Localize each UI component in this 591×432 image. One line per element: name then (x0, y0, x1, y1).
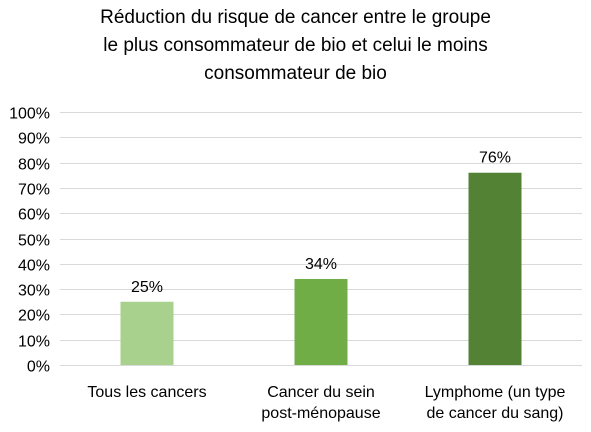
y-tick-label: 80% (18, 157, 50, 174)
chart-title: Réduction du risque de cancer entre le g… (0, 4, 591, 88)
chart-title-line-2: le plus consommateur de bio et celui le … (103, 35, 488, 56)
y-tick-label: 30% (18, 283, 50, 300)
chart-title-line-1: Réduction du risque de cancer entre le g… (100, 7, 491, 28)
data-labels: 25% 34% 76% (131, 150, 511, 296)
y-tick-label: 90% (18, 131, 50, 148)
category-label: Tous les cancers (87, 384, 206, 401)
category-labels: Tous les cancers Cancer du sein post-ménop… (87, 384, 565, 422)
data-label: 25% (131, 279, 163, 296)
category-label: Lymphome (un type (425, 384, 566, 401)
bar (294, 278, 348, 365)
chart-title-line-3: consommateur de bio (204, 63, 387, 84)
category-label: de cancer du sang) (427, 405, 564, 422)
y-tick-label: 40% (18, 258, 50, 275)
data-label: 34% (305, 256, 337, 273)
bar (120, 301, 174, 365)
category-label: Cancer du sein (267, 384, 375, 401)
y-axis-tick-labels: 0% 10% 20% 30% 40% 50% 60% 70% 80% 90% 100% (9, 106, 50, 376)
category-label: post-ménopause (261, 405, 380, 422)
bars (120, 172, 522, 365)
y-tick-label: 0% (27, 359, 50, 376)
bar (468, 172, 522, 365)
data-label: 76% (479, 150, 511, 167)
y-tick-label: 60% (18, 207, 50, 224)
y-tick-label: 20% (18, 308, 50, 325)
y-tick-label: 50% (18, 233, 50, 250)
y-tick-label: 10% (18, 334, 50, 351)
y-tick-label: 70% (18, 182, 50, 199)
y-tick-label: 100% (9, 106, 50, 123)
